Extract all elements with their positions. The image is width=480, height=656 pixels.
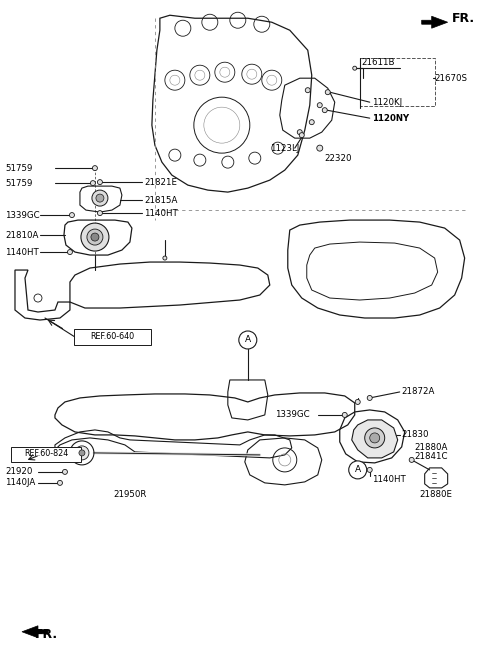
Text: FR.: FR. — [452, 12, 475, 25]
Circle shape — [309, 119, 314, 125]
Text: 1120KJ: 1120KJ — [372, 98, 402, 107]
Circle shape — [355, 400, 360, 405]
Text: 1339GC: 1339GC — [275, 411, 310, 419]
Text: 1339GC: 1339GC — [5, 211, 40, 220]
Circle shape — [317, 145, 323, 151]
Text: FR.: FR. — [35, 628, 58, 642]
Circle shape — [370, 433, 380, 443]
Circle shape — [367, 396, 372, 400]
Circle shape — [90, 180, 96, 186]
Text: 21872A: 21872A — [402, 388, 435, 396]
Circle shape — [93, 165, 97, 171]
Circle shape — [322, 108, 327, 113]
Text: 21815A: 21815A — [144, 195, 177, 205]
Text: 21920: 21920 — [5, 467, 32, 476]
Text: 1123LJ: 1123LJ — [270, 144, 299, 153]
Circle shape — [317, 103, 322, 108]
Text: 21950R: 21950R — [113, 491, 146, 499]
Text: 21880E: 21880E — [419, 491, 452, 499]
Circle shape — [367, 467, 372, 472]
Polygon shape — [22, 626, 48, 638]
Circle shape — [353, 66, 357, 70]
Circle shape — [297, 130, 302, 134]
Circle shape — [97, 180, 102, 184]
Circle shape — [365, 428, 384, 448]
Text: 21670S: 21670S — [435, 73, 468, 83]
Circle shape — [239, 331, 257, 349]
FancyBboxPatch shape — [11, 447, 81, 462]
Text: A: A — [355, 465, 361, 474]
Circle shape — [81, 223, 109, 251]
Text: 1140HT: 1140HT — [144, 209, 178, 218]
Circle shape — [96, 194, 104, 202]
Text: 21830: 21830 — [402, 430, 429, 440]
Text: 22320: 22320 — [325, 154, 352, 163]
Text: 21841C: 21841C — [415, 453, 448, 461]
Text: 1140JA: 1140JA — [5, 478, 35, 487]
Text: 21821E: 21821E — [144, 178, 177, 186]
Circle shape — [163, 256, 167, 260]
Circle shape — [92, 190, 108, 206]
Circle shape — [58, 480, 62, 485]
Circle shape — [349, 461, 367, 479]
Circle shape — [409, 457, 414, 462]
Circle shape — [75, 446, 89, 460]
Text: 1140HT: 1140HT — [372, 476, 406, 484]
Text: A: A — [245, 335, 251, 344]
FancyBboxPatch shape — [74, 329, 151, 345]
Circle shape — [299, 133, 304, 138]
Circle shape — [68, 249, 72, 255]
Text: 21810A: 21810A — [5, 230, 38, 239]
Text: REF.60-640: REF.60-640 — [90, 333, 134, 342]
Circle shape — [87, 229, 103, 245]
Circle shape — [91, 233, 99, 241]
Text: 21611B: 21611B — [362, 58, 395, 67]
Circle shape — [305, 88, 310, 92]
Circle shape — [325, 90, 330, 94]
Polygon shape — [352, 420, 398, 458]
Text: 1120NY: 1120NY — [372, 113, 409, 123]
Polygon shape — [421, 16, 448, 28]
Text: REF.60-824: REF.60-824 — [24, 449, 68, 459]
Circle shape — [97, 211, 102, 216]
Text: 1140HT: 1140HT — [5, 247, 39, 256]
Circle shape — [79, 450, 85, 456]
Text: 21880A: 21880A — [415, 443, 448, 453]
Text: 51759: 51759 — [5, 163, 32, 173]
Circle shape — [342, 413, 347, 417]
Text: 51759: 51759 — [5, 178, 32, 188]
Circle shape — [70, 213, 74, 218]
Circle shape — [62, 470, 68, 474]
